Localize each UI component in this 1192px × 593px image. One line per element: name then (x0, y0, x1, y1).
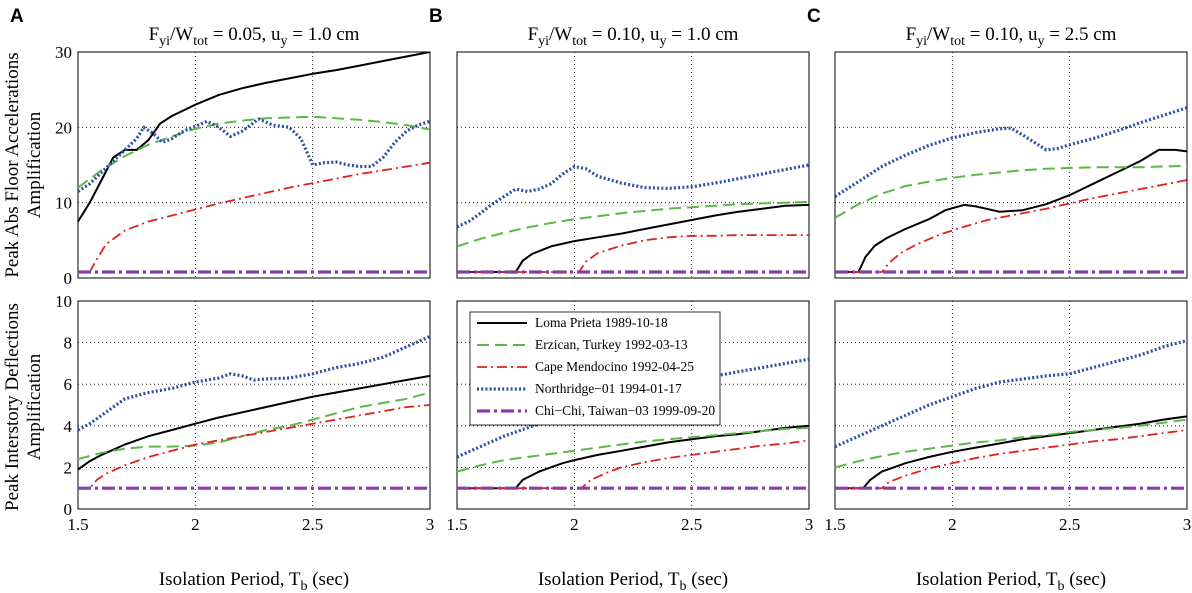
bottom-panel-a-xlabel: Isolation Period, Tb (sec) (159, 569, 349, 593)
bottom-panel-a-ytick-label: 2 (64, 458, 73, 477)
top-panel-b-series-group (457, 163, 809, 274)
top-panel-c-series-group (835, 106, 1187, 274)
bottom-panel-b-series-northridge-01-1994-01-17 (457, 357, 809, 459)
bottom-panel-a-series-loma-prieta-1989-10-18 (78, 374, 430, 471)
legend-entry-cape-mendocino: Cape Mendocino 1992-04-25 (535, 359, 694, 374)
top-panel-a-frame (77, 51, 431, 279)
bottom-panel-b-xtick-label: 3 (805, 515, 814, 534)
top-panel-a: 0 10 20 30 A Fyi/Wtot = 0.05, uy = 1.0 cm (10, 6, 431, 288)
top-panel-a-ytick-label: 20 (55, 118, 72, 137)
bottom-panel-c-xlabel: Isolation Period, Tb (sec) (916, 569, 1106, 593)
top-panel-a-ytick-label: 10 (55, 194, 72, 213)
bottom-panel-a-xtick-label: 2 (191, 515, 200, 534)
bottom-panel-a-ytick-label: 4 (64, 417, 73, 436)
bottom-panel-a-ytick-label: 0 (64, 500, 73, 519)
bottom-panel-c-xtick-label: 1.5 (824, 515, 845, 534)
top-panel-a-series-group (78, 52, 430, 274)
top-panel-c-title: Fyi/Wtot = 0.10, uy = 2.5 cm (906, 24, 1117, 49)
bottom-panel-a-ytick-label: 10 (55, 292, 72, 311)
bottom-panel-a-series-cape-mendocino-1992-04-25 (78, 404, 430, 490)
bottom-ylabel: Peak Interstory Deflections (2, 303, 23, 511)
bottom-panel-c: 1.5 2 2.5 3 Isolation Period, Tb (sec) (824, 300, 1192, 593)
bottom-panel-b-xlabel: Isolation Period, Tb (sec) (538, 569, 728, 593)
top-panel-b-frame (456, 51, 810, 279)
bottom-panel-b-xtick-label: 2 (570, 515, 579, 534)
legend-box (469, 311, 721, 426)
bottom-panel-c-xtick-label: 2 (948, 515, 957, 534)
top-panel-c-series-cape-mendocino-1992-04-25 (835, 179, 1187, 273)
bottom-panel-a: 0 2 4 6 8 10 1.5 2 2.5 3 Isolation Period, Tb (sec… (55, 292, 434, 593)
top-panel-a-ytick-label: 30 (55, 43, 72, 62)
bottom-panel-c-xtick-label: 2.5 (1059, 515, 1080, 534)
bottom-panel-c-series-cape-mendocino-1992-04-25 (835, 429, 1187, 490)
top-panel-a-series-northridge-01-1994-01-17 (78, 117, 430, 193)
bottom-panel-c-series-erzican-turkey-1992-03-13 (835, 418, 1187, 469)
bottom-panel-c-series-northridge-01-1994-01-17 (835, 338, 1187, 449)
bottom-panel-c-series-loma-prieta-1989-10-18 (835, 415, 1187, 490)
top-panel-c-series-loma-prieta-1989-10-18 (835, 148, 1187, 273)
top-panel-a-series-erzican-turkey-1992-03-13 (78, 115, 430, 189)
bottom-ylabel-line2: Amplification (24, 353, 45, 460)
bottom-panel-a-xtick-label: 1.5 (67, 515, 88, 534)
top-panel-b-series-cape-mendocino-1992-04-25 (457, 234, 809, 273)
legend-entry-northridge: Northridge−01 1994-01-17 (535, 381, 682, 396)
top-panel-a-title: Fyi/Wtot = 0.05, uy = 1.0 cm (149, 24, 360, 49)
top-ylabel: Peak Abs Floor Accelerations (2, 52, 23, 277)
top-panel-a-series-loma-prieta-1989-10-18 (78, 52, 430, 223)
bottom-panel-a-xtick-label: 2.5 (302, 515, 323, 534)
legend: Loma Prieta 1989-10-18 Erzican, Turkey 1… (469, 311, 721, 426)
top-panel-b-series-erzican-turkey-1992-03-13 (457, 200, 809, 248)
top-ylabel-line2: Amplification (24, 111, 45, 218)
bottom-panel-b-xtick-label: 2.5 (681, 515, 702, 534)
panel-letter-b: B (429, 6, 443, 27)
legend-samples (477, 322, 527, 413)
top-panel-c-series-erzican-turkey-1992-03-13 (835, 164, 1187, 219)
top-panel-b-series-loma-prieta-1989-10-18 (457, 203, 809, 273)
bottom-panel-a-series-group (78, 334, 430, 490)
bottom-panel-c-frame (834, 300, 1188, 510)
bottom-panel-b-series-group (457, 357, 809, 490)
bottom-panel-c-series-group (835, 338, 1187, 490)
top-panel-c-frame (834, 51, 1188, 279)
bottom-panel-a-series-erzican-turkey-1992-03-13 (78, 391, 430, 461)
top-panel-a-series-cape-mendocino-1992-04-25 (88, 161, 430, 273)
top-panel-c: C Fyi/Wtot = 0.10, uy = 2.5 cm (807, 6, 1188, 279)
bottom-panel-b-xtick-label: 1.5 (446, 515, 467, 534)
bottom-panel-b-series-erzican-turkey-1992-03-13 (457, 426, 809, 473)
top-panel-b-title: Fyi/Wtot = 0.10, uy = 1.0 cm (528, 24, 739, 49)
panel-letter-c: C (807, 6, 821, 27)
panel-letter-a: A (10, 6, 24, 27)
top-panel-b: B Fyi/Wtot = 0.10, uy = 1.0 cm (429, 6, 810, 279)
bottom-panel-c-xtick-label: 3 (1183, 515, 1192, 534)
bottom-panel-a-xtick-label: 3 (426, 515, 435, 534)
bottom-panel-a-ytick-label: 6 (64, 375, 73, 394)
legend-entry-erzican: Erzican, Turkey 1992-03-13 (535, 337, 688, 352)
legend-entry-chi-chi: Chi−Chi, Taiwan−03 1999-09-20 (535, 403, 715, 418)
top-panel-a-ytick-label: 0 (64, 269, 73, 288)
legend-entry-loma-prieta: Loma Prieta 1989-10-18 (535, 315, 668, 330)
bottom-panel-a-ytick-label: 8 (64, 334, 73, 353)
bottom-panel-a-frame (77, 300, 431, 510)
